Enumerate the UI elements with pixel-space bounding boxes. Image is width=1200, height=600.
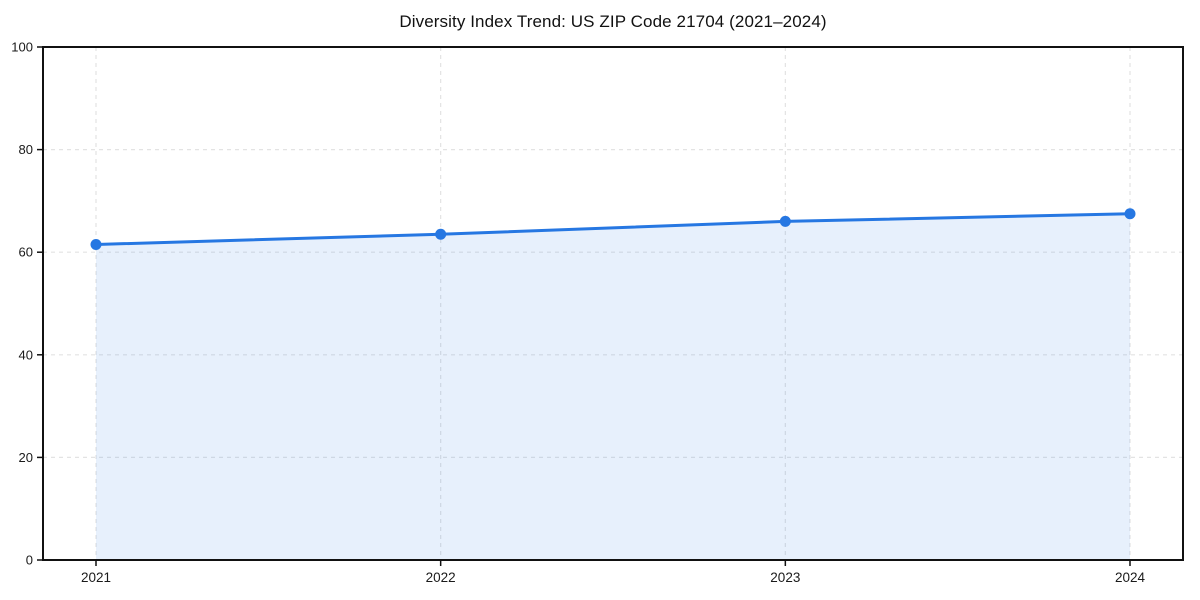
x-tick-label: 2023 xyxy=(770,570,800,585)
chart-title: Diversity Index Trend: US ZIP Code 21704… xyxy=(399,12,827,31)
data-point-2022 xyxy=(435,228,447,240)
x-tick-label: 2022 xyxy=(426,570,456,585)
y-tick-label: 40 xyxy=(19,347,33,362)
x-tick-label: 2021 xyxy=(81,570,111,585)
area-fill xyxy=(96,213,1130,560)
x-tick-label: 2024 xyxy=(1115,570,1146,585)
plot-border xyxy=(42,46,1184,561)
trend-line xyxy=(94,212,1132,247)
y-tick-label: 20 xyxy=(19,450,33,465)
data-point-2023 xyxy=(779,215,791,227)
data-point-2024 xyxy=(1124,208,1136,220)
y-tick-label: 0 xyxy=(26,553,33,568)
y-tick-label: 80 xyxy=(19,142,33,157)
data-point-2021 xyxy=(90,239,102,251)
y-tick-label: 100 xyxy=(11,40,33,55)
y-tick-label: 60 xyxy=(19,245,33,260)
